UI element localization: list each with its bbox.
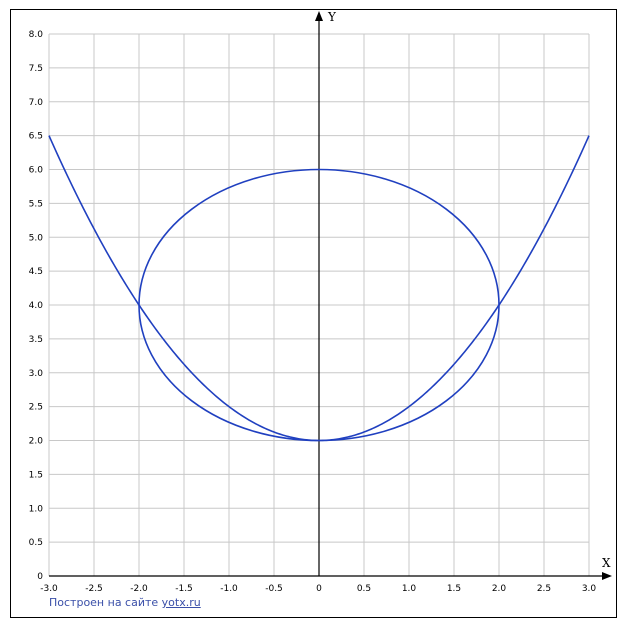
x-tick-label: 0.5 [357, 584, 371, 594]
x-axis-arrow [602, 572, 612, 580]
y-tick-label: 7.0 [29, 98, 44, 108]
x-tick-label: 2.0 [492, 584, 507, 594]
y-tick-label: 1.5 [29, 470, 43, 480]
y-tick-label: 5.0 [29, 233, 44, 243]
circle-curve [138, 168, 500, 442]
y-tick-label: 3.0 [29, 369, 44, 379]
x-tick-label: -1.5 [175, 584, 193, 594]
credit-prefix: Построен на сайте [49, 596, 162, 609]
credit-link[interactable]: yotx.ru [161, 596, 201, 609]
y-tick-label: 1.0 [29, 504, 44, 514]
credit-text: Построен на сайте yotx.ru [49, 596, 201, 609]
x-tick-label: -3.0 [40, 584, 58, 594]
y-tick-label: 3.5 [29, 335, 43, 345]
y-tick-label: 2.0 [29, 437, 44, 447]
x-tick-label: 1.5 [447, 584, 461, 594]
x-axis-label: X [602, 556, 611, 570]
y-tick-label: 8.0 [29, 30, 44, 40]
y-tick-label: 6.5 [29, 132, 43, 142]
x-tick-label: 1.0 [402, 584, 417, 594]
x-tick-label: -1.0 [220, 584, 238, 594]
y-tick-label: 0.5 [29, 538, 43, 548]
y-tick-label: 6.0 [29, 166, 44, 176]
x-tick-label: 0 [316, 584, 322, 594]
y-axis-label: Y [327, 10, 337, 24]
y-tick-label: 4.0 [29, 301, 44, 311]
x-tick-label: 2.5 [537, 584, 551, 594]
y-tick-label: 7.5 [29, 64, 43, 74]
y-tick-label: 2.5 [29, 403, 43, 413]
chart-frame [10, 9, 617, 618]
x-tick-label: 3.0 [582, 584, 597, 594]
y-axis-arrow [315, 11, 323, 21]
x-tick-label: -0.5 [265, 584, 283, 594]
y-tick-label: 5.5 [29, 199, 43, 209]
y-tick-label: 4.5 [29, 267, 43, 277]
x-tick-label: -2.5 [85, 584, 103, 594]
x-tick-label: -2.0 [130, 584, 148, 594]
y-tick-label: 0 [37, 572, 43, 582]
